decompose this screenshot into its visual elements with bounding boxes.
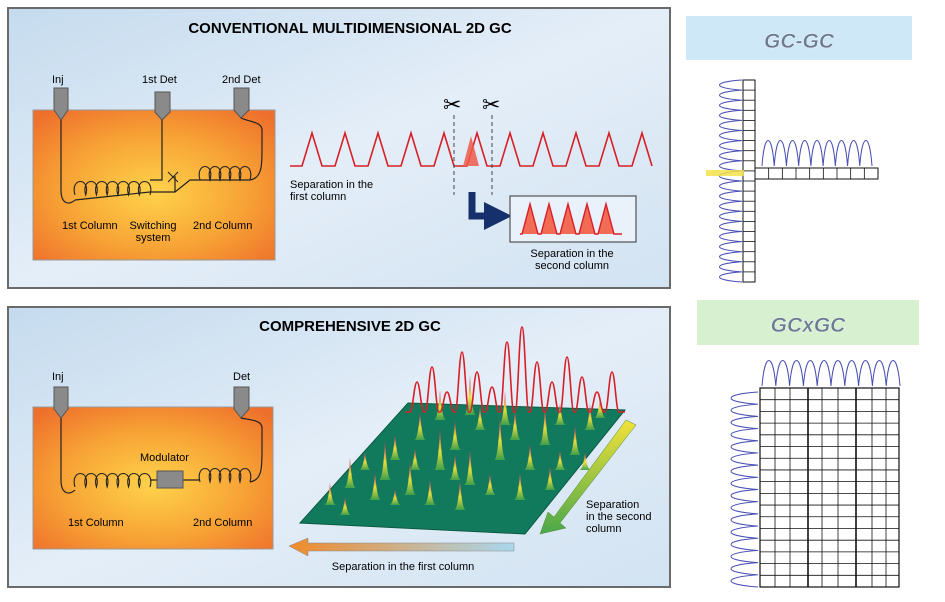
first-column-line-bottom: [60, 418, 76, 494]
first-column-line: [60, 120, 76, 204]
modulator-label: Modulator: [140, 452, 189, 464]
first-column-direction-arrow: [288, 537, 515, 557]
inj-label-bottom: Inj: [52, 371, 64, 383]
second-detector-icon: [233, 87, 250, 119]
oven-box-top: [32, 109, 276, 261]
second-column-chromatogram: [520, 201, 622, 235]
detector-icon: [233, 386, 250, 419]
gcxgc-panel: GCxGC: [697, 300, 919, 588]
modulator-icon: [156, 470, 184, 489]
gcgc-second-trace: [761, 140, 873, 167]
gcxgc-grid: [759, 387, 900, 588]
comprehensive-title: COMPREHENSIVE 2D GC: [259, 318, 441, 335]
first-detector-icon: [154, 91, 171, 121]
injector-icon: [53, 386, 69, 419]
gcgc-label-box: [686, 16, 912, 60]
switching-arrow-icon: [167, 171, 179, 183]
sep-first-label-bottom: Separation in the first column: [332, 561, 474, 573]
col2-label-bottom: 2nd Column: [193, 517, 252, 529]
switching-label: Switching system: [129, 220, 176, 244]
column-coils-top: [73, 165, 252, 197]
col2-label-top: 2nd Column: [193, 220, 252, 232]
injector-icon: [53, 87, 69, 121]
scissors-icon: ✂: [482, 93, 500, 118]
comprehensive-panel: COMPREHENSIVE 2D GC Inj Det Modulator 1s…: [7, 306, 671, 588]
sep-second-label-top: Separation in the second column: [530, 248, 613, 272]
surface-peaks: [324, 375, 606, 515]
gcxgc-first-trace: [730, 391, 759, 588]
svg-text:✂: ✂: [443, 93, 461, 118]
gcxgc-second-trace: [761, 360, 901, 387]
gcgc-grid: [742, 79, 879, 283]
gcxgc-label-box: [697, 300, 919, 345]
scissors-icon: ✂: [443, 93, 461, 118]
column-coils-bottom: [73, 467, 252, 489]
conventional-panel: CONVENTIONAL MULTIDIMENSIONAL 2D GC Inj …: [7, 7, 671, 289]
gcgc-label: GC-GC: [764, 30, 835, 53]
modulated-chromatogram: [405, 326, 625, 413]
det-label-bottom: Det: [233, 371, 250, 383]
det1-label: 1st Det: [142, 74, 177, 86]
second-column-line: [240, 117, 263, 181]
first-column-coil: [74, 191, 151, 201]
gcgc-first-trace: [719, 79, 743, 283]
sep-first-label-top: Separation in the first column: [290, 179, 373, 203]
col1-label-top: 1st Column: [62, 220, 118, 232]
svg-text:✂: ✂: [482, 93, 500, 118]
sep-second-label-bottom: Separation in the second column: [586, 499, 651, 535]
oven-box-bottom: [32, 406, 274, 550]
gcgc-panel: GC-GC: [686, 16, 912, 283]
det2-label: 2nd Det: [222, 74, 261, 86]
col1-label-bottom: 1st Column: [68, 517, 124, 529]
gcxgc-label: GCxGC: [771, 314, 847, 337]
cut-peak: [463, 136, 479, 166]
second-column-direction-arrow: [539, 419, 637, 535]
gcgc-highlight: [706, 170, 744, 176]
transfer-arrow-icon: [468, 192, 512, 230]
detector-line: [240, 417, 263, 483]
inj-label-top: Inj: [52, 74, 64, 86]
conventional-title: CONVENTIONAL MULTIDIMENSIONAL 2D GC: [188, 20, 512, 37]
